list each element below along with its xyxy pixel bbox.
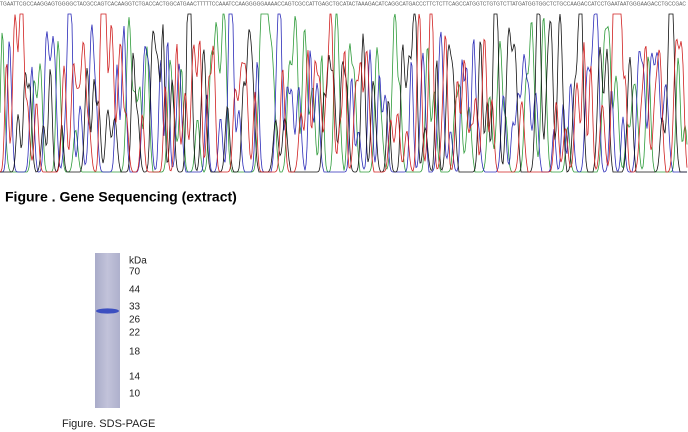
marker-label: 26 <box>129 315 141 326</box>
sequence-text: TGAATTCGCCAAGGAGTGGGGCTACGCCAGTCACAAGGTC… <box>0 1 686 7</box>
trace <box>0 13 687 173</box>
caption: Figure. SDS-PAGE <box>62 418 155 430</box>
marker-label: 14 <box>129 372 141 383</box>
marker-label: 33 <box>129 302 141 313</box>
protein-band <box>96 308 119 314</box>
unit-label: kDa <box>129 256 147 267</box>
chromatogram <box>0 13 688 173</box>
trace <box>0 13 687 173</box>
marker-labels: 70 44 33 26 22 18 14 10 <box>129 267 141 400</box>
gel-lane <box>95 253 120 408</box>
caption: Figure . Gene Sequencing (extract) <box>5 189 237 205</box>
trace <box>0 13 688 173</box>
marker-label: 10 <box>129 389 141 400</box>
marker-label: 18 <box>129 347 141 358</box>
trace <box>0 13 688 173</box>
marker-label: 44 <box>129 285 141 296</box>
marker-label: 70 <box>129 267 141 278</box>
marker-label: 22 <box>129 328 141 339</box>
